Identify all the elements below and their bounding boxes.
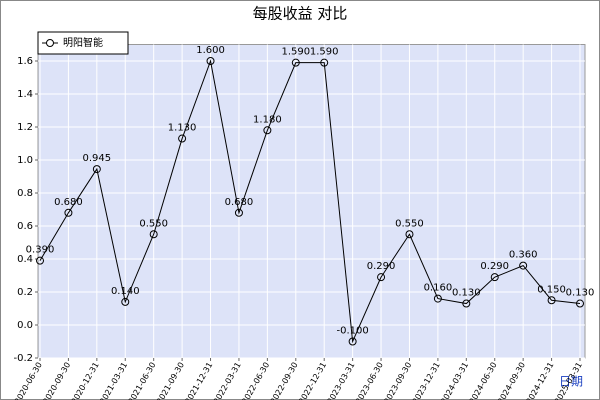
y-tick-label: 1.6 (17, 56, 33, 67)
data-label: 0.680 (54, 197, 83, 208)
data-label: 1.590 (310, 47, 339, 58)
legend-box (37, 31, 129, 55)
chart-title: 每股收益 对比 (253, 5, 348, 23)
y-tick-label: 1.2 (17, 122, 33, 133)
series-line (39, 59, 581, 344)
point (348, 337, 357, 346)
point (234, 208, 243, 217)
point (405, 230, 414, 239)
point (462, 299, 471, 308)
plot-area (37, 44, 586, 359)
point (320, 58, 329, 67)
y-tick-label: 0.4 (17, 254, 33, 265)
point (64, 208, 73, 217)
data-label: 1.590 (281, 47, 310, 58)
y-tick-label: 0.2 (17, 287, 33, 298)
point (178, 134, 187, 143)
point (206, 57, 215, 65)
data-label: 0.550 (395, 218, 424, 229)
y-tick-label: 0.6 (17, 221, 33, 232)
data-label: 0.130 (566, 288, 595, 299)
point (121, 297, 130, 306)
point (519, 261, 528, 270)
data-label: 0.290 (480, 261, 509, 272)
point (490, 273, 499, 282)
y-tick-label: 0.8 (17, 188, 33, 199)
y-tick-label: 0.0 (17, 320, 33, 331)
point (291, 58, 300, 67)
data-label: 1.600 (196, 45, 225, 56)
y-tick-label: 1.0 (17, 155, 33, 166)
data-label: 0.945 (83, 153, 112, 164)
point (92, 165, 101, 174)
data-label: 1.130 (168, 123, 197, 134)
point (263, 126, 272, 135)
point (36, 256, 44, 265)
data-label: 0.390 (26, 245, 55, 256)
point (149, 230, 158, 239)
data-label: 0.290 (367, 261, 396, 272)
legend-marker (46, 39, 54, 47)
data-label: 0.140 (111, 286, 140, 297)
legend-label: 明阳智能 (63, 36, 103, 49)
point (433, 294, 442, 303)
data-label: 0.680 (225, 197, 254, 208)
x-axis-label: 日期 (559, 375, 583, 389)
y-tick-label: 1.4 (17, 89, 33, 100)
data-label: 1.180 (253, 114, 282, 125)
y-tick-label: -0.2 (13, 353, 33, 364)
data-label: 0.150 (537, 284, 566, 295)
point (547, 296, 556, 305)
data-label: 0.360 (509, 250, 538, 261)
point (576, 299, 584, 308)
point (377, 273, 386, 282)
data-label: -0.100 (337, 326, 369, 337)
data-label: 0.550 (139, 218, 168, 229)
data-label: 0.160 (424, 283, 453, 294)
data-label: 0.130 (452, 288, 481, 299)
